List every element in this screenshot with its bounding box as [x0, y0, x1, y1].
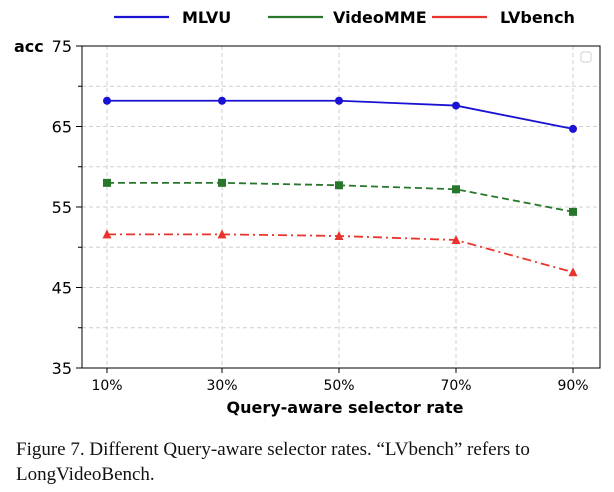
y-tick-label: 55	[52, 198, 72, 217]
series-mlvu	[103, 96, 577, 133]
y-tick-label: 45	[52, 279, 72, 298]
data-point-lvbench	[334, 230, 344, 240]
data-point-lvbench	[217, 229, 227, 239]
data-point-mlvu	[103, 96, 111, 105]
y-axis-ticks: 35 45 55 65 75	[52, 37, 82, 378]
data-point-mlvu	[218, 96, 226, 105]
legend-item-videomme: VideoMME	[268, 8, 427, 27]
series-group	[102, 96, 578, 277]
y-axis-label: acc	[14, 37, 44, 56]
x-tick-label: 50%	[323, 378, 354, 394]
x-tick-label: 30%	[206, 378, 237, 394]
series-line-mlvu	[107, 99, 574, 130]
data-point-mlvu	[335, 96, 343, 105]
x-axis-label: Query-aware selector rate	[227, 398, 464, 417]
x-tick-label: 90%	[557, 378, 588, 394]
x-axis-ticks: 10% 30% 50% 70% 90%	[91, 368, 589, 394]
x-tick-label: 10%	[91, 378, 122, 394]
legend-label-videomme: VideoMME	[333, 8, 427, 27]
series-lvbench	[102, 229, 578, 277]
y-tick-label: 35	[52, 359, 72, 378]
data-point-videomme	[218, 178, 226, 187]
grid	[82, 46, 600, 368]
legend-label-lvbench: LVbench	[500, 8, 575, 27]
figure-caption: Figure 7. Different Query-aware selector…	[16, 439, 530, 485]
x-tick-label: 70%	[440, 378, 471, 394]
legend-item-mlvu: MLVU	[114, 8, 231, 27]
data-point-videomme	[335, 181, 343, 190]
data-point-mlvu	[452, 101, 460, 110]
series-line-lvbench	[107, 233, 574, 274]
y-tick-label: 65	[52, 118, 72, 137]
legend-label-mlvu: MLVU	[182, 8, 231, 27]
legend-item-lvbench: LVbench	[432, 8, 575, 27]
legend: MLVU VideoMME LVbench	[114, 8, 575, 27]
data-point-lvbench	[102, 229, 112, 239]
series-videomme	[103, 178, 577, 216]
data-point-mlvu	[569, 124, 577, 133]
y-tick-label: 75	[52, 37, 72, 56]
data-point-lvbench	[451, 235, 461, 245]
data-point-videomme	[569, 207, 577, 216]
line-chart: MLVU VideoMME LVbench acc 35 45 55 65 75 10% 30…	[14, 8, 601, 417]
data-point-videomme	[103, 178, 111, 187]
legend-stub	[580, 51, 592, 63]
data-point-lvbench	[568, 267, 578, 277]
data-point-videomme	[452, 185, 460, 194]
